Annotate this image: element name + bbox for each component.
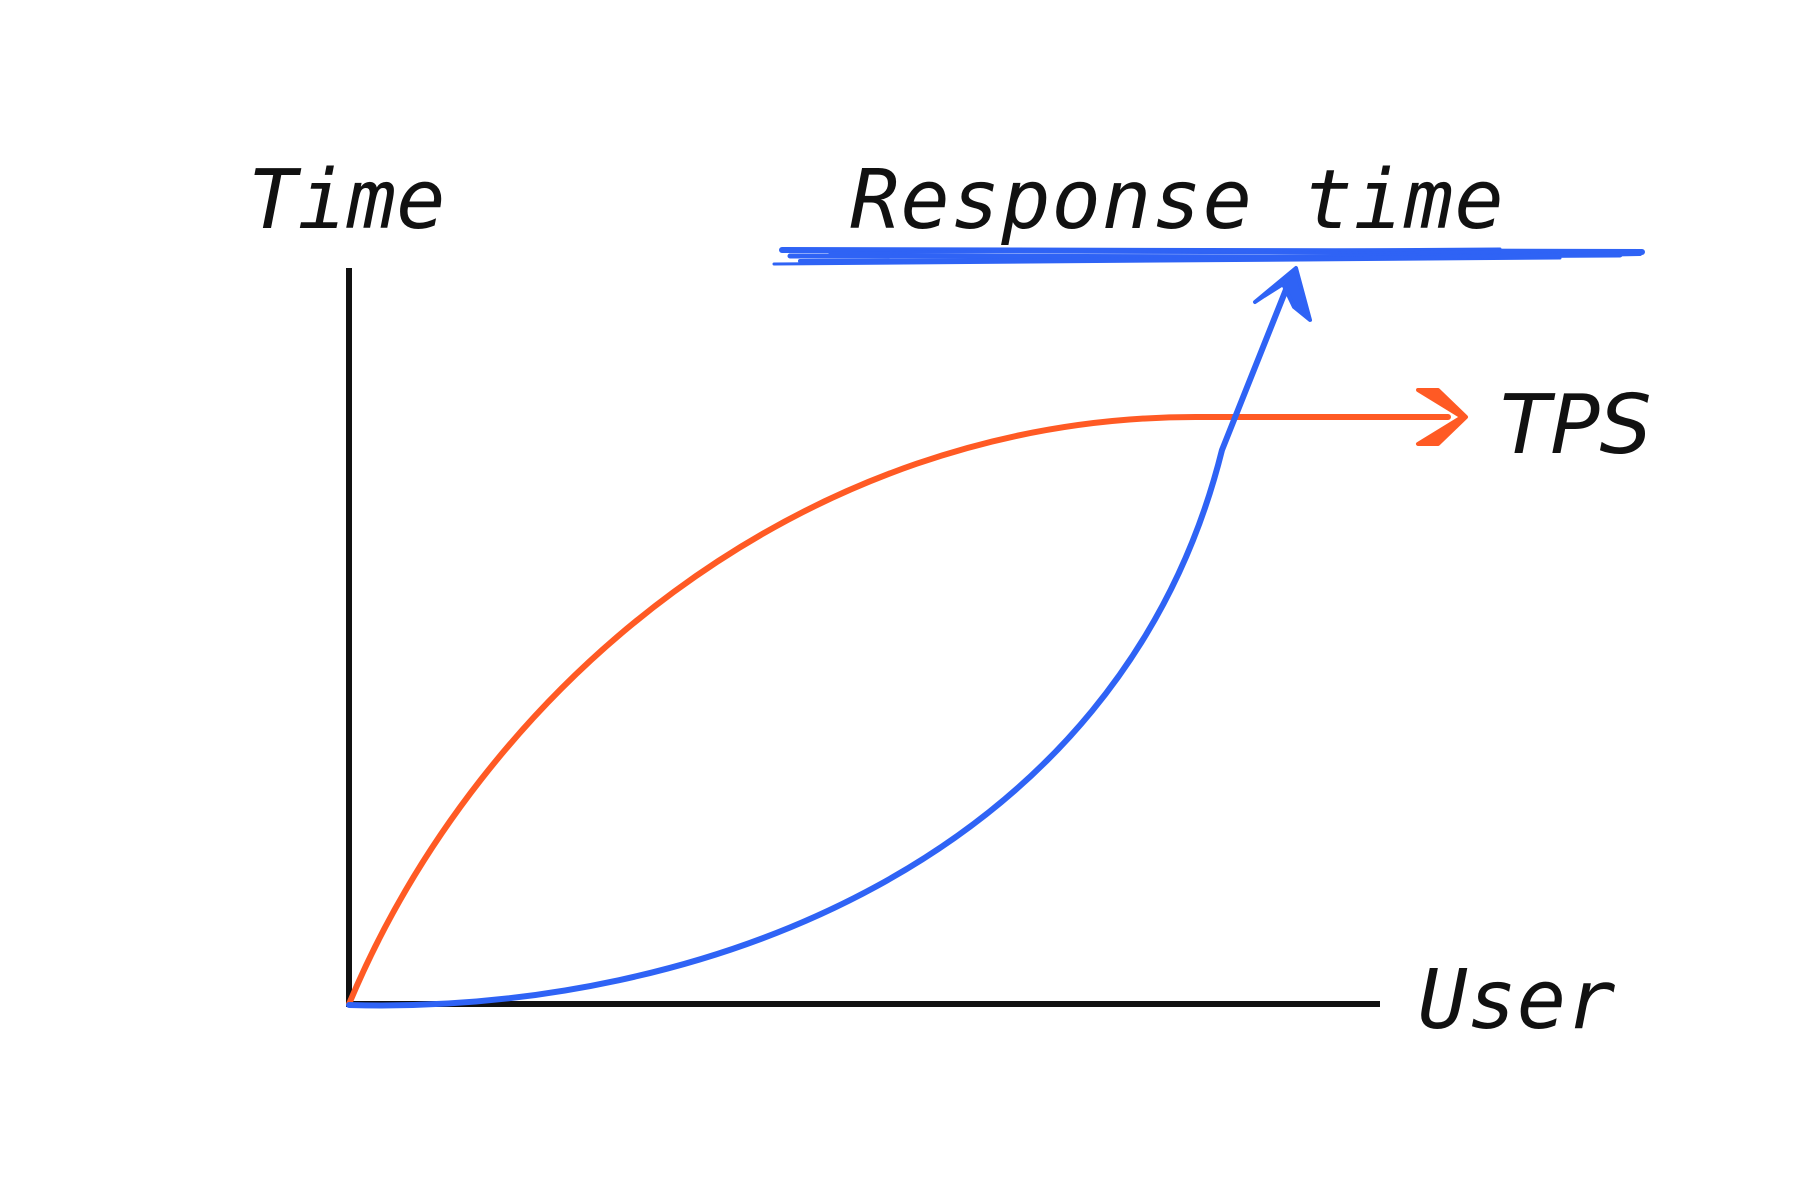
response-time-curve: [346, 284, 1290, 1009]
tps-arrowhead: [1416, 388, 1468, 446]
response-time-label: Response time: [850, 153, 1505, 248]
x-axis-label: User: [1418, 953, 1616, 1048]
y-axis-label: Time: [248, 153, 446, 248]
tps-label: TPS: [1500, 378, 1652, 473]
response-time-arrowhead: [1253, 266, 1312, 322]
response-time-underline: [772, 247, 1645, 266]
tps-curve: [346, 413, 1451, 1007]
